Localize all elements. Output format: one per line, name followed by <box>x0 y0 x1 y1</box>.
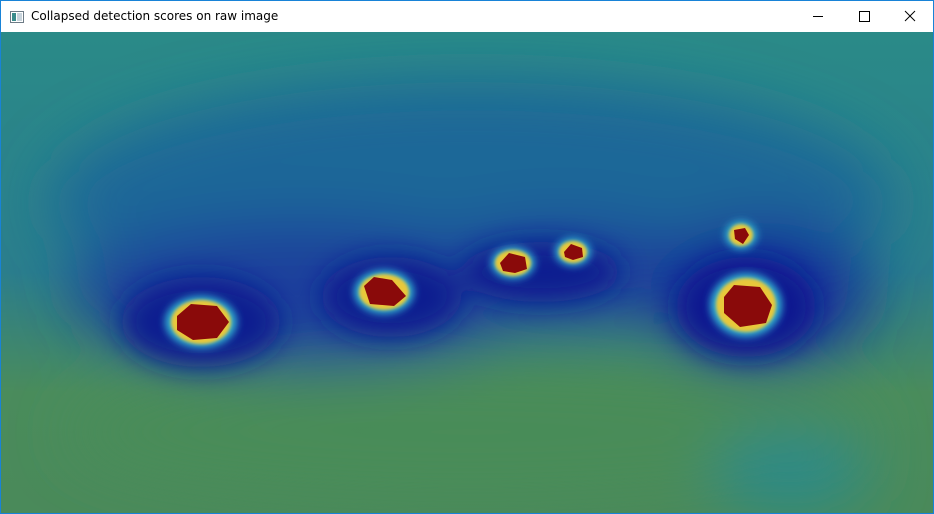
minimize-button[interactable] <box>795 1 841 32</box>
maximize-button[interactable] <box>841 1 887 32</box>
hotspots <box>165 221 782 348</box>
title-bar: Collapsed detection scores on raw image <box>1 1 933 32</box>
app-icon <box>10 11 24 23</box>
heatmap-image <box>1 32 933 513</box>
window-title: Collapsed detection scores on raw image <box>31 9 279 23</box>
window-controls <box>795 1 933 32</box>
close-button[interactable] <box>887 1 933 32</box>
